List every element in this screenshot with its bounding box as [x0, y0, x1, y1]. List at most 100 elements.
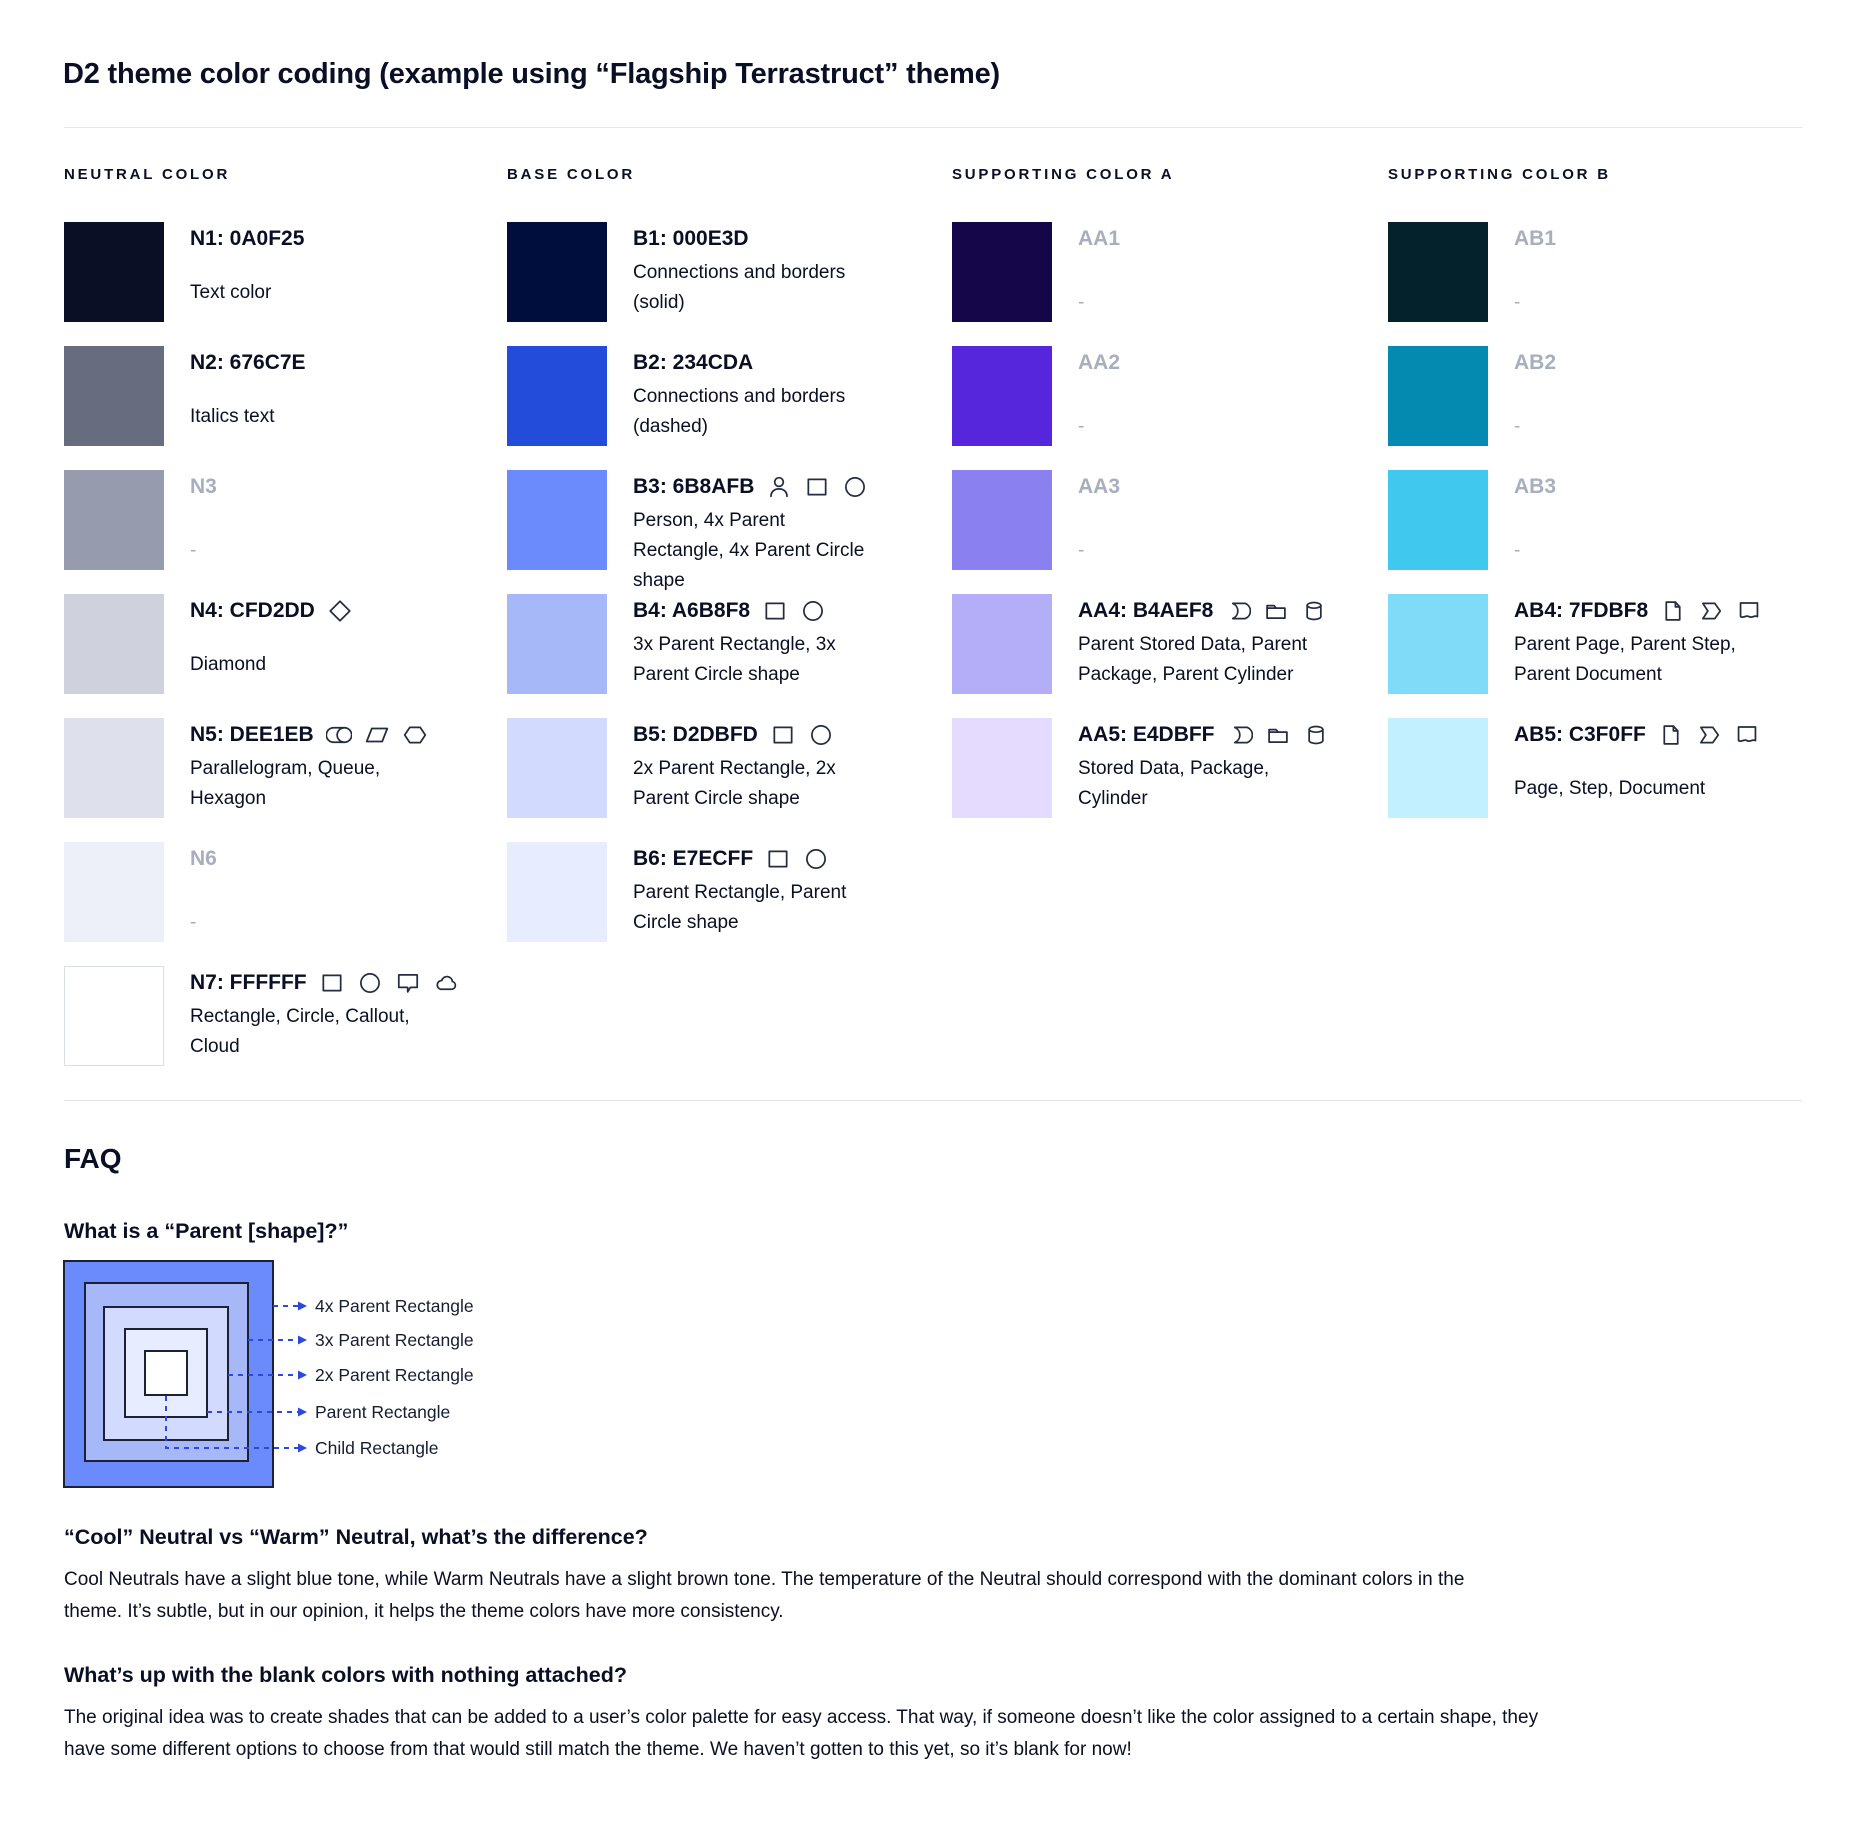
swatch-info: N5: DEE1EB Parallelogram, Queue, Hexagon	[190, 718, 470, 818]
column-neutral-color: NEUTRAL COLOR N1: 0A0F25 Text color N2: …	[64, 166, 500, 1090]
arrowhead-icon	[298, 1407, 307, 1417]
color-swatch	[507, 222, 607, 322]
divider	[64, 127, 1802, 128]
swatch-description: -	[1078, 416, 1085, 437]
swatch-row-aa2: AA2 -	[952, 346, 1388, 446]
swatch-row-n2: N2: 676C7E Italics text	[64, 346, 500, 446]
diamond-icon	[329, 600, 351, 622]
circle-icon	[803, 601, 824, 621]
circle-icon	[845, 477, 866, 497]
color-swatch	[1388, 594, 1488, 694]
swatch-description: Parallelogram, Queue, Hexagon	[190, 758, 381, 809]
swatch-info: N6 -	[190, 842, 470, 942]
circle-icon	[359, 973, 380, 993]
swatch-description: Connections and borders (solid)	[633, 262, 846, 313]
swatch-info: AA1 -	[1078, 222, 1358, 322]
swatch-label: AB4: 7FDBF8	[1514, 599, 1649, 622]
parent-shape-diagram: 4x Parent Rectangle 3x Parent Rectangle …	[63, 1260, 474, 1488]
swatch-info: N2: 676C7E Italics text	[190, 346, 470, 446]
swatch-description: Italics text	[190, 406, 275, 427]
swatch-row-aa5: AA5: E4DBFF Stored Data, Package, Cylind…	[952, 718, 1388, 818]
swatch-info: B4: A6B8F8 3x Parent Rectangle, 3x Paren…	[633, 594, 913, 694]
color-swatch	[952, 718, 1052, 818]
swatch-description: Text color	[190, 282, 272, 303]
swatch-label: AB1	[1514, 227, 1557, 250]
swatch-description: Parent Stored Data, Parent Package, Pare…	[1078, 634, 1308, 685]
color-swatch	[507, 718, 607, 818]
swatch-label: N2: 676C7E	[190, 351, 306, 374]
color-swatch	[952, 470, 1052, 570]
circle-icon	[806, 849, 827, 869]
arrowhead-icon	[298, 1443, 307, 1453]
swatch-info: N7: FFFFFF Rectangle, Circle, Callout, C…	[190, 966, 470, 1066]
color-swatch	[64, 470, 164, 570]
swatch-description: Parent Rectangle, Parent Circle shape	[633, 882, 847, 933]
swatch-label: B4: A6B8F8	[633, 599, 751, 622]
color-swatch	[507, 346, 607, 446]
color-swatch	[64, 718, 164, 818]
color-swatch	[1388, 718, 1488, 818]
swatch-info: AA5: E4DBFF Stored Data, Package, Cylind…	[1078, 718, 1358, 818]
swatch-info: N4: CFD2DD Diamond	[190, 594, 470, 694]
hexagon-icon	[403, 726, 426, 744]
swatch-description: Parent Page, Parent Step, Parent Documen…	[1514, 634, 1736, 685]
dashed-arrow-line	[165, 1396, 298, 1449]
step-icon	[1702, 602, 1722, 620]
swatch-info: B5: D2DBFD 2x Parent Rectangle, 2x Paren…	[633, 718, 913, 818]
swatch-label: AB2	[1514, 351, 1557, 374]
swatch-row-ab3: AB3 -	[1388, 470, 1824, 570]
swatch-label: N5: DEE1EB	[190, 723, 314, 746]
faq-answer-cool-vs-warm: Cool Neutrals have a slight blue tone, w…	[64, 1564, 1464, 1628]
swatch-description: Connections and borders (dashed)	[633, 386, 846, 437]
swatch-row-b3: B3: 6B8AFB Person, 4x Parent Rectangle, …	[507, 470, 943, 591]
color-swatch	[1388, 470, 1488, 570]
page-title: D2 theme color coding (example using “Fl…	[63, 58, 1001, 90]
swatch-info: AB4: 7FDBF8 Parent Page, Parent Step, Pa…	[1514, 594, 1794, 694]
swatch-row-n7: N7: FFFFFF Rectangle, Circle, Callout, C…	[64, 966, 500, 1066]
swatch-info: N1: 0A0F25 Text color	[190, 222, 470, 322]
swatch-description: -	[190, 540, 197, 561]
page-icon	[1663, 725, 1679, 745]
swatch-description: Page, Step, Document	[1514, 778, 1706, 799]
package-icon	[1266, 604, 1287, 620]
swatch-info: N3 -	[190, 470, 470, 570]
queue-icon	[325, 726, 352, 744]
diagram-label: 2x Parent Rectangle	[315, 1365, 474, 1385]
step-icon	[1699, 726, 1719, 744]
column-header: SUPPORTING COLOR B	[1388, 166, 1611, 183]
swatch-row-n1: N1: 0A0F25 Text color	[64, 222, 500, 322]
page-icon	[1665, 601, 1681, 621]
swatch-info: AB3 -	[1514, 470, 1794, 570]
faq-answer-blank-colors: The original idea was to create shades t…	[64, 1702, 1538, 1766]
column-header: SUPPORTING COLOR A	[952, 166, 1175, 183]
swatch-label: B6: E7ECFF	[633, 847, 754, 870]
swatch-label: AA1	[1078, 227, 1121, 250]
rectangle-icon	[322, 974, 342, 992]
arrowhead-icon	[298, 1370, 307, 1380]
rectangle-icon	[807, 478, 827, 496]
color-swatch	[64, 594, 164, 694]
color-swatch	[507, 842, 607, 942]
swatch-description: Person, 4x Parent Rectangle, 4x Parent C…	[633, 510, 865, 591]
document-icon	[1737, 726, 1757, 743]
swatch-info: B3: 6B8AFB Person, 4x Parent Rectangle, …	[633, 470, 913, 591]
callout-icon	[397, 974, 418, 993]
swatch-row-b6: B6: E7ECFF Parent Rectangle, Parent Circ…	[507, 842, 943, 942]
swatch-row-ab1: AB1 -	[1388, 222, 1824, 322]
swatch-label: N1: 0A0F25	[190, 227, 305, 250]
swatch-row-aa1: AA1 -	[952, 222, 1388, 322]
swatch-description: Diamond	[190, 654, 267, 675]
swatch-label: N7: FFFFFF	[190, 971, 307, 994]
color-swatch	[64, 346, 164, 446]
color-swatch	[952, 346, 1052, 446]
answer-line: Cool Neutrals have a slight blue tone, w…	[64, 1569, 1465, 1590]
child-rectangle	[144, 1350, 188, 1396]
swatch-row-ab4: AB4: 7FDBF8 Parent Page, Parent Step, Pa…	[1388, 594, 1824, 694]
swatch-info: AA4: B4AEF8 Parent Stored Data, Parent P…	[1078, 594, 1358, 694]
diagram-label: Child Rectangle	[315, 1438, 439, 1458]
swatch-description: -	[1514, 292, 1521, 313]
swatch-info: B1: 000E3D Connections and borders (soli…	[633, 222, 913, 322]
column-header: NEUTRAL COLOR	[64, 166, 231, 183]
swatch-info: AA2 -	[1078, 346, 1358, 446]
